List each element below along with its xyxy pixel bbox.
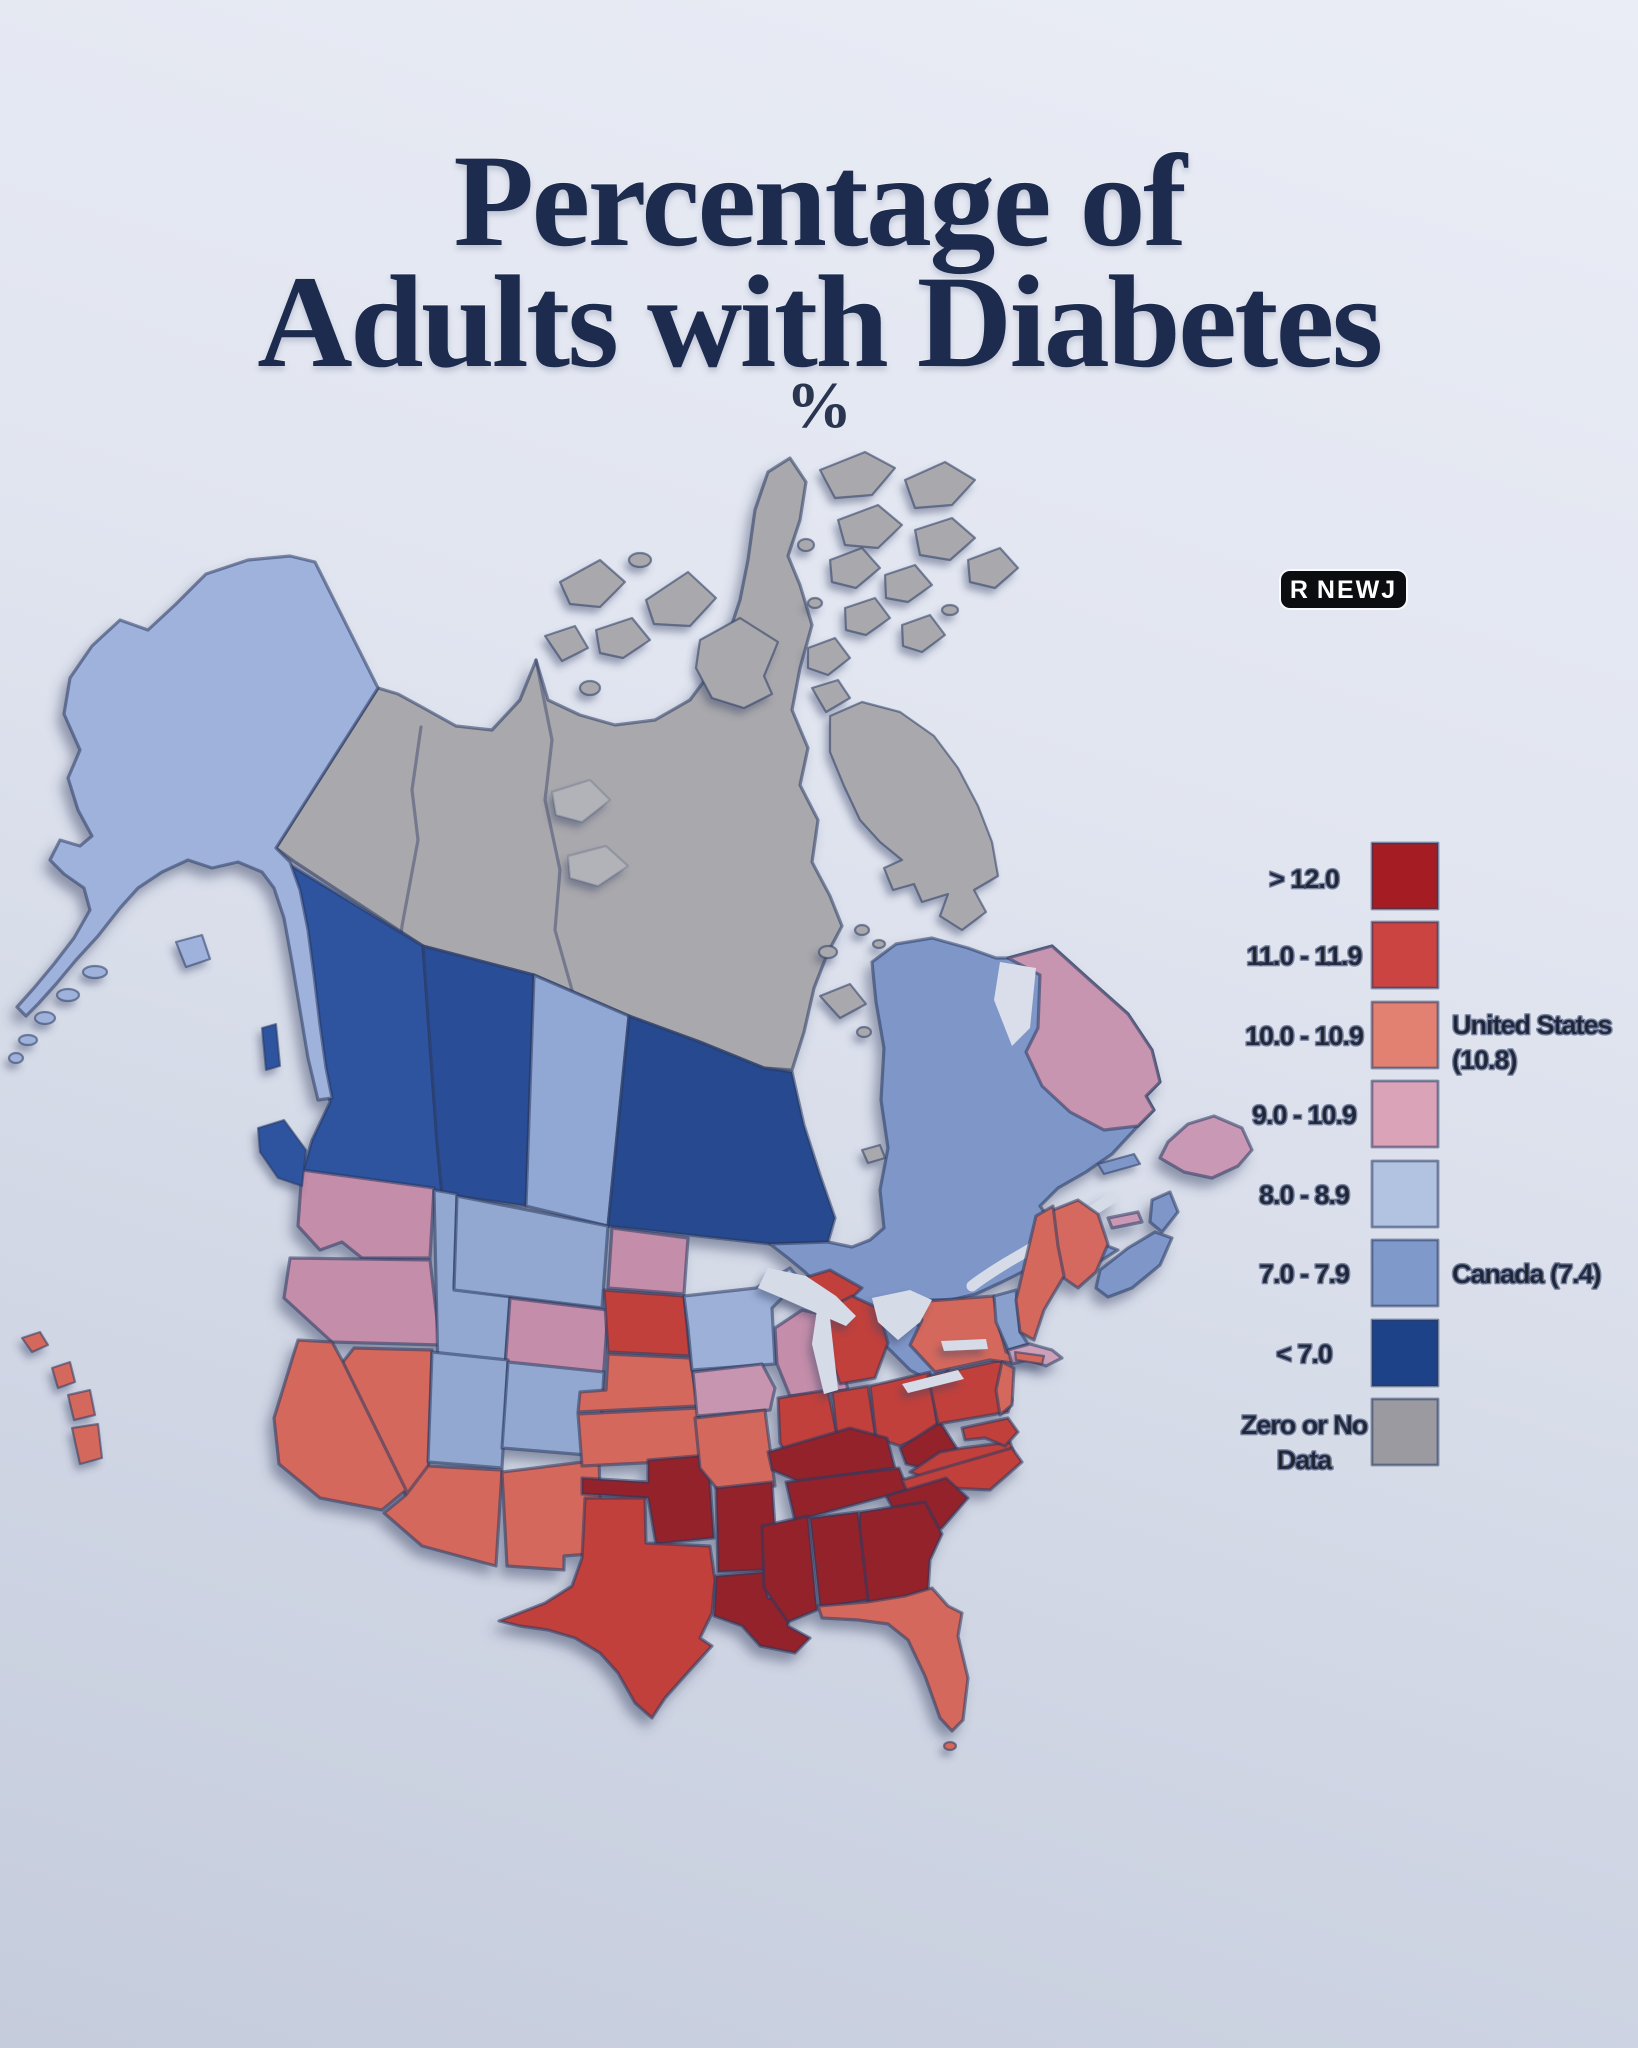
- svg-text:> 12.0: > 12.0: [1269, 864, 1339, 894]
- svg-text:Canada (7.4): Canada (7.4): [1452, 1259, 1601, 1289]
- svg-text:United States: United States: [1452, 1010, 1612, 1040]
- svg-text:Data: Data: [1277, 1445, 1334, 1475]
- svg-text:11.0 - 11.9: 11.0 - 11.9: [1246, 941, 1362, 971]
- svg-text:Zero or No: Zero or No: [1241, 1410, 1368, 1440]
- svg-text:10.0 - 10.9: 10.0 - 10.9: [1245, 1021, 1364, 1051]
- svg-text:(10.8): (10.8): [1452, 1045, 1517, 1075]
- svg-text:8.0 - 8.9: 8.0 - 8.9: [1259, 1180, 1350, 1210]
- svg-text:< 7.0: < 7.0: [1276, 1339, 1332, 1369]
- svg-text:9.0 - 10.9: 9.0 - 10.9: [1252, 1100, 1357, 1130]
- svg-text:7.0 - 7.9: 7.0 - 7.9: [1259, 1259, 1350, 1289]
